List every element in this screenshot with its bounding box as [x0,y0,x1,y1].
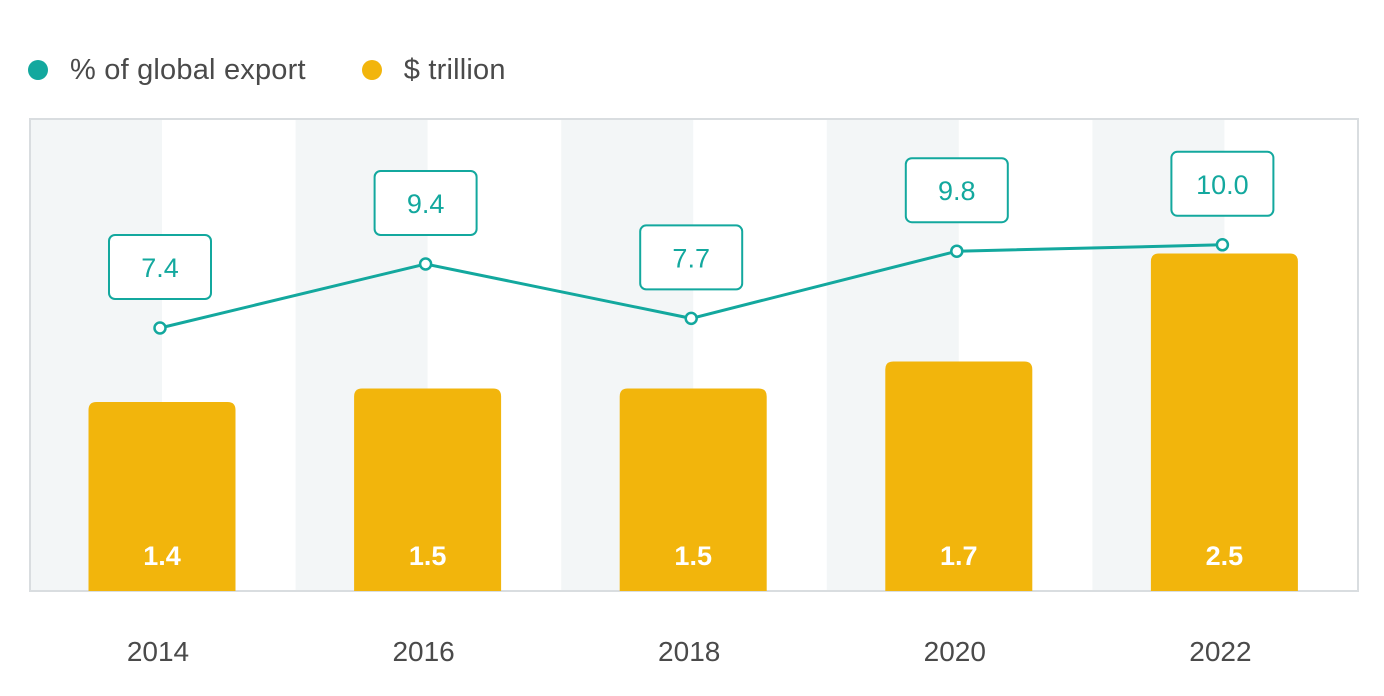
legend-item-value: $ trillion [361,53,506,87]
x-tick-2016: 2016 [392,636,454,667]
point-callout-2022 [1170,150,1275,217]
chart-legend: % of global export $ trillion [28,50,562,90]
point-label-2018: 7.7 [672,243,710,273]
x-tick-2018: 2018 [658,636,720,667]
bar-label-2020: 1.7 [940,541,978,571]
legend-label-value: $ trillion [403,53,506,86]
x-tick-2014: 2014 [127,636,189,667]
line-point-2014 [153,321,167,335]
line-point-2018 [684,311,698,326]
bar-2022 [1150,253,1298,591]
line-point-2020 [950,244,964,258]
bar-label-2022: 2.5 [1206,541,1244,571]
point-label-2020: 9.8 [938,176,976,206]
line-point-2016 [418,257,433,271]
bar-2016 [354,388,502,591]
point-callout-2018 [639,224,744,291]
bar-2014 [88,402,236,591]
point-value-labels: 7.4 9.4 7.7 9.8 10.0 [108,150,1275,300]
point-callout-2020 [904,157,1009,224]
x-axis-ticks: 2014 2016 2018 2020 2022 [127,636,1252,667]
bar-label-2016: 1.5 [409,541,447,571]
bar-label-2014: 1.4 [143,541,181,571]
x-tick-2022: 2022 [1189,636,1251,667]
bar-label-2018: 1.5 [674,541,712,571]
point-label-2016: 9.4 [407,189,445,219]
bar-series [88,253,1298,591]
point-callout-2016 [373,170,478,236]
point-label-2022: 10.0 [1196,170,1249,200]
legend-marker-share [28,60,48,80]
bar-2020 [885,361,1033,591]
legend-item-share: % of global export [28,54,306,87]
point-label-2014: 7.4 [141,253,179,283]
line-series [153,238,1230,335]
bar-value-labels: 1.4 1.5 1.5 1.7 2.5 [143,541,1243,571]
x-tick-2020: 2020 [924,636,986,667]
line-point-2022 [1215,238,1230,252]
legend-label-share: % of global export [70,53,306,86]
legend-marker-value [361,60,382,80]
point-callout-2014 [108,234,212,300]
bar-2018 [619,388,767,591]
